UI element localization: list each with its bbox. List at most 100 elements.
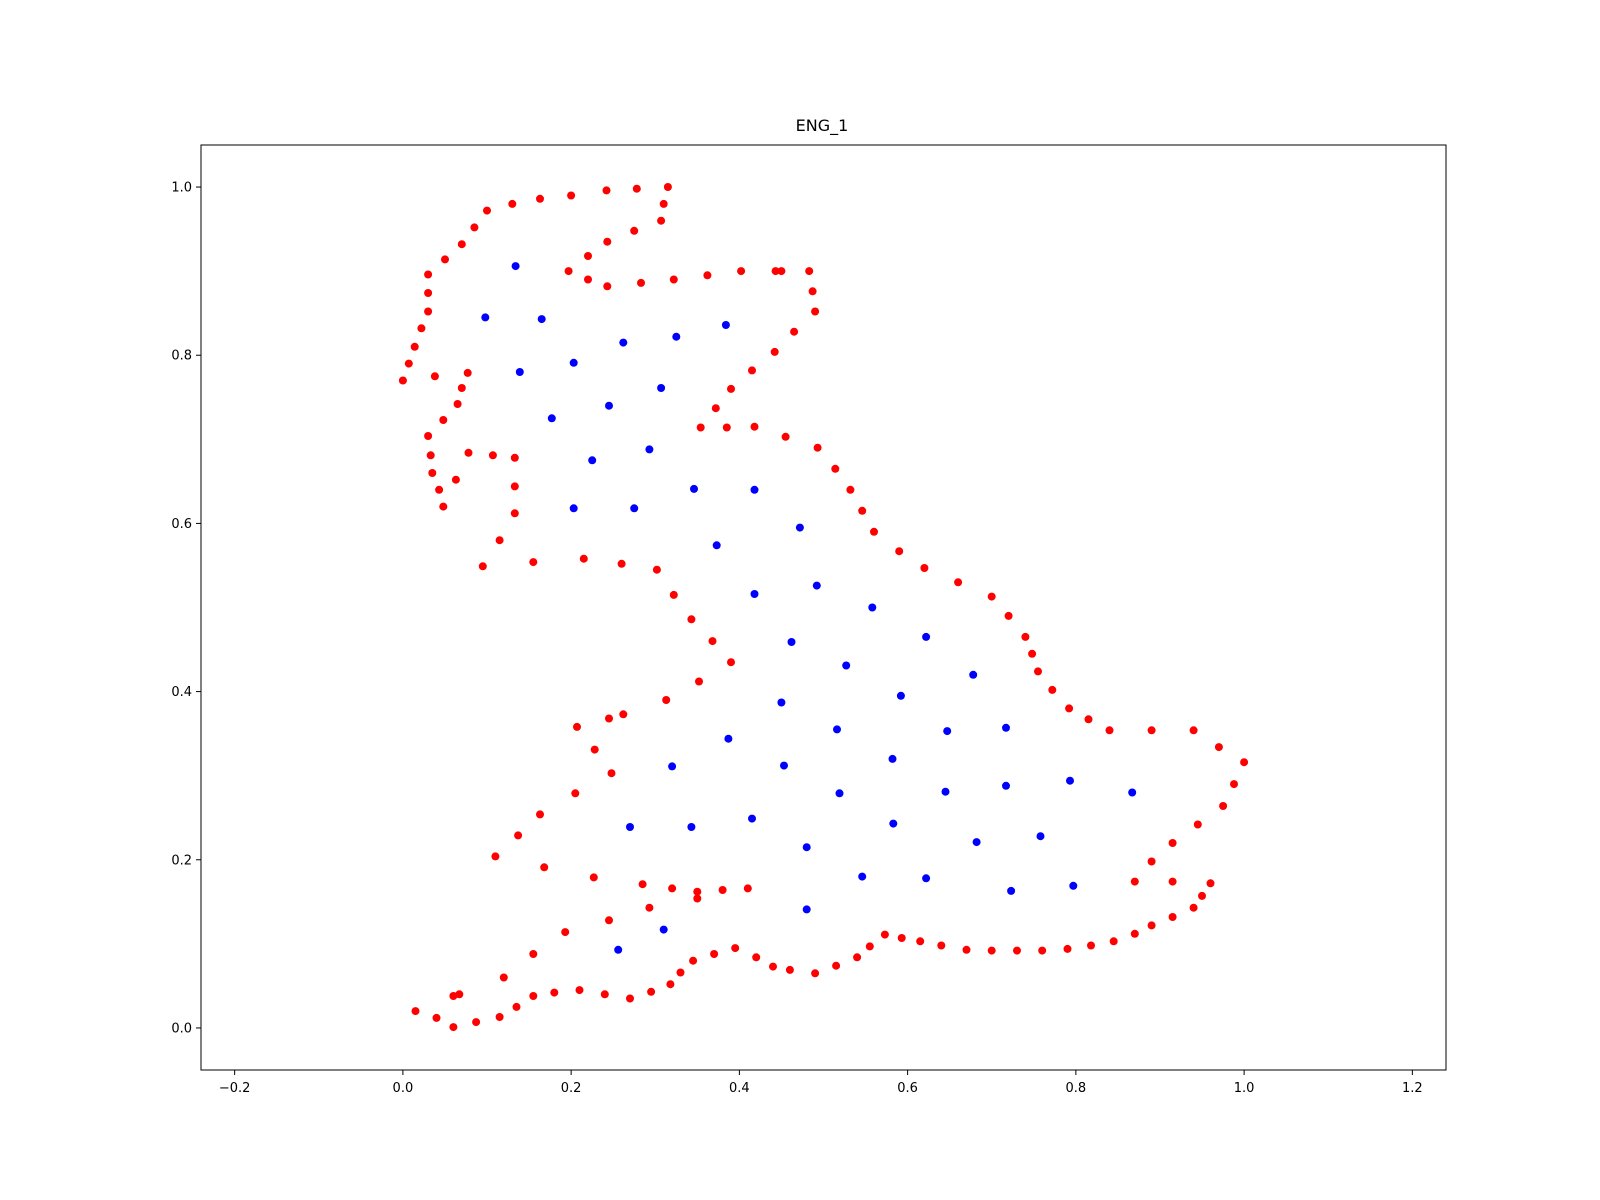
- scatter-point: [439, 416, 448, 424]
- scatter-point: [605, 916, 613, 925]
- scatter-point: [1168, 839, 1177, 847]
- scatter-point: [708, 637, 717, 646]
- scatter-point: [571, 789, 580, 798]
- plot-area-frame: [200, 144, 1447, 1071]
- scatter-point: [529, 950, 538, 958]
- scatter-point: [495, 536, 504, 545]
- x-tick-label: −0.2: [219, 1081, 251, 1096]
- scatter-point: [712, 541, 721, 550]
- scatter-point: [510, 482, 519, 491]
- scatter-point: [737, 267, 746, 276]
- scatter-point: [1084, 715, 1093, 724]
- scatter-point: [659, 199, 668, 208]
- scatter-point: [463, 368, 472, 377]
- scatter-point: [540, 863, 549, 872]
- scatter-point: [499, 973, 508, 982]
- scatter-point: [842, 661, 851, 670]
- scatter-point: [575, 986, 584, 995]
- scatter-point: [972, 838, 981, 847]
- scatter-point: [727, 658, 735, 667]
- scatter-point: [668, 762, 677, 771]
- scatter-point: [529, 558, 538, 567]
- scatter-point: [547, 414, 556, 423]
- scatter-point: [1002, 781, 1010, 790]
- scatter-point: [1065, 704, 1074, 713]
- scatter-point: [1240, 758, 1249, 767]
- scatter-point: [428, 469, 437, 477]
- scatter-point: [785, 965, 794, 974]
- scatter-point: [895, 547, 904, 556]
- scatter-point: [590, 745, 599, 754]
- scatter-point: [607, 769, 616, 778]
- y-tick-label: 0.6: [171, 517, 192, 532]
- scatter-point: [1087, 941, 1095, 950]
- scatter-point: [663, 183, 672, 191]
- scatter-point: [662, 696, 671, 704]
- scatter-point: [777, 698, 786, 707]
- scatter-point: [424, 432, 433, 440]
- scatter-point: [750, 485, 759, 494]
- scatter-point: [669, 590, 678, 599]
- scatter-point: [748, 814, 756, 823]
- scatter-point: [619, 338, 628, 347]
- scatter-point: [424, 289, 433, 297]
- scatter-point: [600, 990, 609, 999]
- scatter-point: [710, 950, 719, 958]
- scatter-point: [787, 638, 796, 646]
- scatter-point: [916, 937, 925, 946]
- scatter-point: [536, 810, 544, 819]
- scatter-point: [1036, 832, 1045, 841]
- y-tick-label: 1.0: [171, 181, 192, 196]
- scatter-point: [515, 368, 524, 376]
- scatter-point: [802, 843, 811, 852]
- scatter-point: [630, 226, 639, 235]
- scatter-point: [920, 564, 929, 572]
- scatter-point: [564, 267, 573, 276]
- scatter-point: [1147, 921, 1156, 930]
- scatter-point: [603, 237, 612, 246]
- scatter-point: [888, 754, 897, 763]
- scatter-point: [922, 632, 931, 641]
- scatter-point: [398, 376, 407, 385]
- scatter-point: [802, 905, 811, 914]
- scatter-point: [457, 240, 466, 249]
- scatter-point: [453, 400, 462, 408]
- scatter-point: [858, 506, 867, 515]
- scatter-point: [630, 504, 639, 513]
- scatter-point: [795, 523, 804, 532]
- scatter-point: [481, 313, 490, 322]
- scatter-point: [1128, 788, 1137, 797]
- scatter-point: [638, 880, 647, 889]
- scatter-point: [987, 946, 996, 955]
- scatter-point: [488, 451, 497, 460]
- scatter-point: [424, 270, 433, 279]
- scatter-point: [569, 358, 578, 367]
- scatter-point: [897, 934, 906, 942]
- scatter-point: [870, 527, 878, 536]
- scatter-point: [1069, 881, 1078, 890]
- scatter-point: [536, 194, 544, 203]
- scatter-point: [666, 980, 675, 989]
- scatter-point: [449, 1023, 458, 1032]
- scatter-point: [645, 445, 654, 454]
- scatter-point: [603, 282, 612, 291]
- scatter-point: [511, 262, 520, 271]
- scatter-point: [811, 307, 820, 316]
- scatter-point: [690, 484, 698, 493]
- scatter-point: [1013, 946, 1021, 955]
- scatter-point: [1063, 944, 1072, 953]
- scatter-point: [1038, 946, 1047, 955]
- scatter-point: [832, 961, 841, 970]
- scatter-point: [417, 324, 426, 333]
- scatter-point: [721, 321, 730, 329]
- scatter-point: [987, 592, 996, 601]
- x-tick-label: 0.4: [729, 1081, 750, 1096]
- scatter-point: [455, 990, 464, 999]
- scatter-point: [1130, 877, 1139, 886]
- scatter-point: [432, 1013, 441, 1022]
- scatter-point: [626, 823, 634, 831]
- scatter-point: [508, 199, 517, 208]
- scatter-point: [752, 953, 761, 962]
- x-tick-label: 0.0: [393, 1081, 414, 1096]
- scatter-point: [889, 819, 898, 828]
